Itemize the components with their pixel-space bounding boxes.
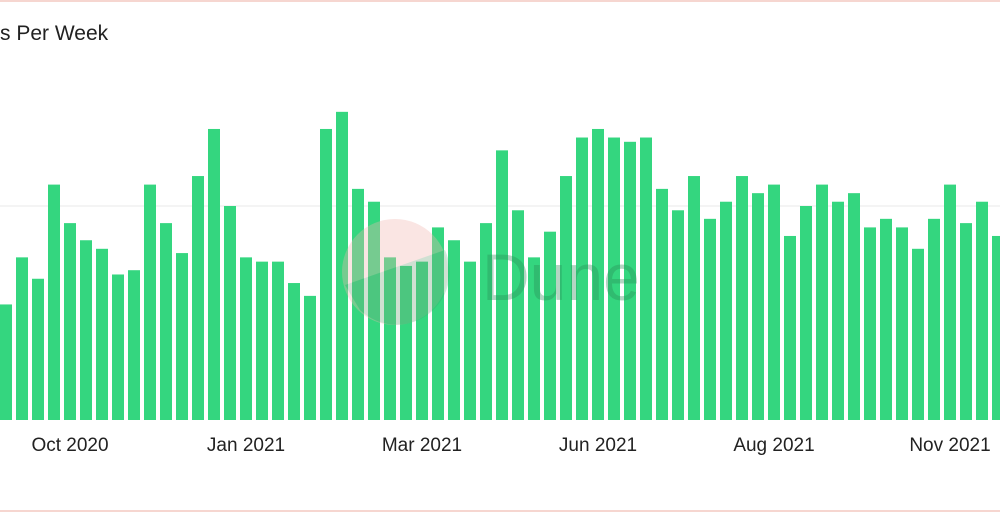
bar — [48, 184, 60, 420]
x-axis: Oct 2020 Jan 2021 Mar 2021 Jun 2021 Aug 2021… — [31, 435, 990, 456]
bar — [608, 137, 620, 420]
bar — [160, 223, 172, 420]
bar — [176, 253, 188, 420]
watermark-logo — [342, 219, 448, 325]
bar — [272, 261, 284, 420]
bar — [928, 218, 940, 420]
bar — [672, 210, 684, 420]
bar — [368, 201, 380, 420]
bar — [96, 248, 108, 420]
bar — [512, 210, 524, 420]
bars — [0, 111, 1000, 421]
bar — [528, 257, 540, 420]
bar — [80, 240, 92, 420]
bar — [288, 283, 300, 420]
bar — [960, 223, 972, 420]
bar — [976, 201, 988, 420]
bar — [624, 141, 636, 421]
bar — [544, 231, 556, 420]
bar — [32, 278, 44, 420]
bar — [704, 218, 716, 420]
bar — [912, 248, 924, 420]
bar — [576, 137, 588, 420]
bar — [256, 261, 268, 420]
bar — [224, 206, 236, 420]
bar — [736, 176, 748, 420]
bar — [752, 193, 764, 420]
bar — [784, 235, 796, 420]
bar — [720, 201, 732, 420]
bar — [640, 137, 652, 420]
bar — [560, 176, 572, 420]
bar — [192, 176, 204, 420]
bar — [464, 261, 476, 420]
x-tick-label: Oct 2020 — [31, 435, 108, 456]
bar — [448, 240, 460, 420]
bar — [848, 193, 860, 420]
bar — [304, 295, 316, 420]
bar — [432, 227, 444, 420]
bar — [208, 128, 220, 420]
bar — [816, 184, 828, 420]
bar — [112, 274, 124, 420]
bar — [768, 184, 780, 420]
chart-title: s Per Week — [0, 22, 109, 45]
bar — [480, 223, 492, 420]
bar — [336, 111, 348, 420]
watermark: Dune — [342, 219, 640, 325]
bar — [656, 188, 668, 420]
bar — [352, 188, 364, 420]
bar — [416, 261, 428, 420]
bar — [880, 218, 892, 420]
x-tick-label: Mar 2021 — [382, 435, 462, 456]
bar — [64, 223, 76, 420]
bar — [800, 206, 812, 420]
bar — [592, 128, 604, 420]
bar — [240, 257, 252, 420]
bar — [896, 227, 908, 420]
bar — [320, 128, 332, 420]
bar — [832, 201, 844, 420]
watermark-logo-slice — [345, 250, 450, 325]
bar — [496, 150, 508, 421]
bar — [992, 235, 1000, 420]
x-tick-label: Aug 2021 — [733, 435, 814, 456]
x-tick-label: Jun 2021 — [559, 435, 637, 456]
x-tick-label: Jan 2021 — [207, 435, 285, 456]
bar — [128, 270, 140, 420]
bar — [384, 257, 396, 420]
bar — [688, 176, 700, 420]
bar — [864, 227, 876, 420]
bar — [144, 184, 156, 420]
x-tick-label: Nov 2021 — [909, 435, 990, 456]
bar — [944, 184, 956, 420]
watermark-text: Dune — [482, 240, 640, 314]
bar — [0, 304, 12, 420]
bar — [400, 265, 412, 420]
bar — [16, 257, 28, 420]
